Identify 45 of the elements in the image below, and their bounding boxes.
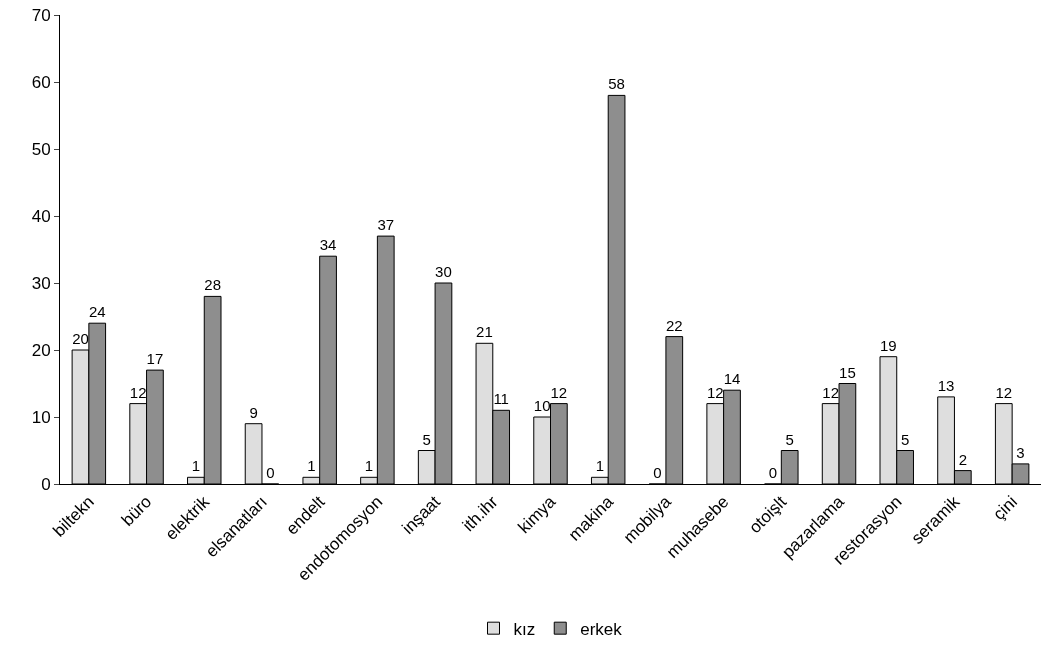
y-tick-label: 40	[31, 206, 51, 226]
data-label: 1	[307, 457, 316, 475]
y-tick-label: 60	[31, 72, 51, 92]
y-tick-label: 10	[31, 407, 51, 427]
data-label: 37	[377, 216, 395, 234]
data-label: 17	[146, 350, 164, 368]
data-label: 5	[900, 430, 910, 448]
data-label: 5	[785, 430, 794, 448]
data-label: 22	[665, 316, 683, 334]
data-label: 14	[723, 370, 741, 388]
data-label: 0	[653, 464, 662, 481]
legend-label: erkek	[580, 619, 623, 639]
data-label: 9	[249, 403, 258, 421]
x-tick-label: çini	[989, 492, 1021, 524]
y-tick-label: 0	[41, 474, 51, 494]
data-label: 15	[839, 363, 856, 381]
data-label: 34	[319, 236, 337, 254]
data-label: 12	[706, 383, 724, 401]
data-label: 3	[1016, 443, 1025, 461]
data-label: 12	[129, 383, 147, 401]
data-label: 0	[266, 464, 275, 481]
data-label: 21	[476, 323, 493, 341]
data-label: 12	[995, 383, 1013, 401]
data-label: 1	[364, 457, 374, 475]
data-label: 1	[191, 457, 201, 475]
legend-label: kız	[513, 619, 536, 639]
data-label: 13	[937, 376, 955, 394]
data-label: 0	[768, 464, 778, 481]
data-label: 30	[435, 263, 452, 280]
y-tick-label: 50	[31, 139, 51, 159]
data-label: 11	[493, 390, 509, 408]
data-label: 58	[608, 75, 625, 93]
data-label: 12	[550, 383, 568, 401]
data-label: 12	[822, 383, 839, 401]
data-label: 2	[958, 450, 967, 468]
y-tick-label: 20	[31, 340, 51, 360]
y-tick-label: 30	[31, 273, 51, 293]
y-tick-label: 70	[31, 5, 51, 25]
x-tick-label: büro	[117, 492, 156, 530]
data-label: 1	[595, 457, 605, 475]
data-label: 28	[204, 276, 221, 294]
data-label: 19	[880, 336, 897, 354]
data-label: 5	[422, 430, 431, 448]
data-label: 10	[533, 397, 551, 414]
data-label: 24	[88, 303, 106, 321]
